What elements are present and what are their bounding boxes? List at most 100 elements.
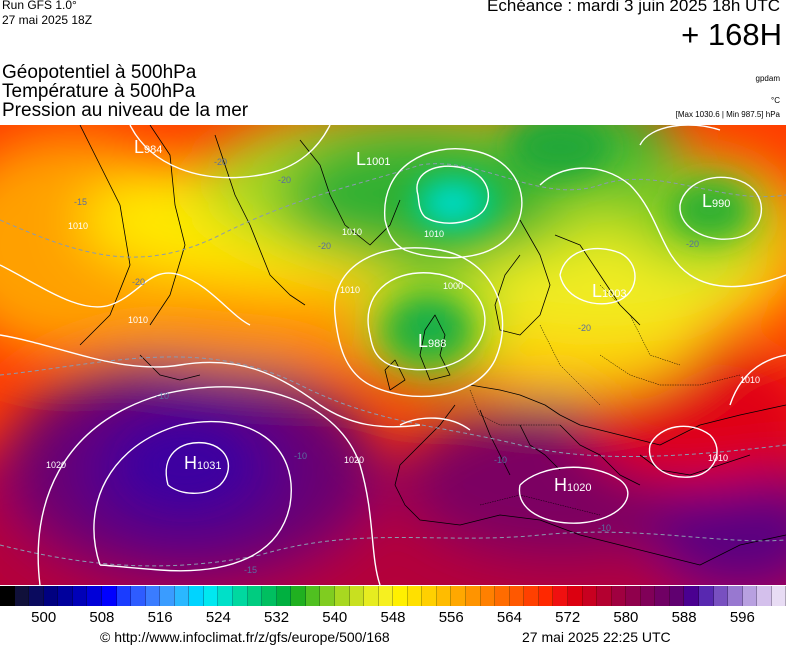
color-swatch <box>29 586 44 606</box>
color-swatch <box>495 586 510 606</box>
color-scale-tick-label: 556 <box>438 609 464 626</box>
color-scale-tick-label: 596 <box>729 609 755 626</box>
color-scale-tick-label: 548 <box>380 609 406 626</box>
color-swatch <box>669 586 685 606</box>
color-scale-tick-label: 516 <box>147 609 173 626</box>
color-scale-tick-label: 524 <box>205 609 231 626</box>
isobars <box>0 125 786 585</box>
unit-label-gpdam: gpdam <box>755 74 780 83</box>
high-center-marker: H1031 <box>184 453 221 473</box>
isobar-label: 1010 <box>424 229 444 239</box>
isotherm-label: -20 <box>318 241 331 251</box>
color-swatch <box>451 586 466 606</box>
run-date: 27 mai 2025 18Z <box>2 13 93 27</box>
color-swatch <box>436 586 452 606</box>
generation-date: 27 mai 2025 22:25 UTC <box>522 629 671 645</box>
isotherm-label: -10 <box>294 451 307 461</box>
color-swatch <box>247 586 263 606</box>
map-title-temperature: Température à 500hPa <box>2 81 196 102</box>
color-swatch <box>626 586 641 606</box>
color-swatch <box>567 586 583 606</box>
isotherm-label: -10 <box>156 391 169 401</box>
color-swatch <box>0 586 15 606</box>
color-swatch <box>218 586 233 606</box>
isobar-label: 1010 <box>342 227 362 237</box>
isotherm-label: -20 <box>278 175 291 185</box>
color-swatch <box>43 586 59 606</box>
isobar-label: 1010 <box>740 375 760 385</box>
color-scale <box>0 586 786 606</box>
isotherm-label: -15 <box>244 565 257 575</box>
color-swatch <box>349 586 365 606</box>
color-swatch <box>131 586 146 606</box>
isobar-label: 1020 <box>344 455 364 465</box>
color-swatch <box>291 586 306 606</box>
isotherm-label: -10 <box>494 455 507 465</box>
run-label: Run GFS 1.0° <box>2 0 77 12</box>
color-swatch <box>655 586 670 606</box>
color-swatch <box>611 586 627 606</box>
color-swatch <box>378 586 394 606</box>
low-center-marker: L988 <box>418 331 446 351</box>
isotherm-label: -10 <box>598 523 611 533</box>
country-borders <box>469 284 741 516</box>
map-title-pressure: Pression au niveau de la mer <box>2 100 249 121</box>
forecast-valid-time: Echéance : mardi 3 juin 2025 18h UTC <box>487 0 780 15</box>
color-swatch <box>771 586 786 606</box>
color-swatch <box>189 586 204 606</box>
color-scale-tick-label: 508 <box>89 609 115 626</box>
color-swatch <box>582 586 598 606</box>
high-center-marker: H1020 <box>554 475 591 495</box>
color-swatch <box>72 586 88 606</box>
color-swatch <box>466 586 481 606</box>
isobar-label: 1000 <box>443 281 463 291</box>
color-swatch <box>233 586 248 606</box>
color-swatch <box>524 586 539 606</box>
color-swatch <box>742 586 758 606</box>
isotherm-label: -20 <box>686 239 699 249</box>
color-swatch <box>262 586 277 606</box>
isotherm-label: -15 <box>74 197 87 207</box>
color-scale-tick-label: 500 <box>31 609 57 626</box>
geopotential-field <box>0 125 786 585</box>
color-swatch <box>757 586 772 606</box>
color-swatch <box>597 586 612 606</box>
color-swatch <box>407 586 423 606</box>
color-swatch <box>101 586 117 606</box>
color-swatch <box>553 586 568 606</box>
low-center-marker: L1003 <box>592 281 627 301</box>
color-swatch <box>422 586 437 606</box>
color-swatch <box>334 586 350 606</box>
isobar-label: 1020 <box>46 460 66 470</box>
color-swatch <box>640 586 656 606</box>
color-swatch <box>364 586 379 606</box>
isobar-label: 1010 <box>340 285 360 295</box>
color-scale-ticks: 5005085165245325405485565645725805885966… <box>0 609 786 629</box>
color-scale-tick-label: 540 <box>322 609 348 626</box>
color-swatch <box>87 586 102 606</box>
color-swatch <box>699 586 714 606</box>
color-swatch <box>393 586 408 606</box>
color-scale-tick-label: 532 <box>264 609 290 626</box>
color-swatch <box>160 586 175 606</box>
color-scale-tick-label: 588 <box>671 609 697 626</box>
color-swatch <box>116 586 132 606</box>
isobar-label: 1010 <box>68 221 88 231</box>
isotherm-label: -20 <box>214 157 227 167</box>
isotherm-label: -20 <box>132 277 145 287</box>
isotherm-label: -20 <box>578 323 591 333</box>
low-center-marker: L1001 <box>356 149 391 169</box>
color-swatch <box>14 586 30 606</box>
pressure-range: [Max 1030.6 | Min 987.5] hPa <box>675 110 780 119</box>
forecast-horizon: + 168H <box>681 17 782 52</box>
color-swatch <box>684 586 699 606</box>
color-scale-tick-label: 564 <box>496 609 522 626</box>
coastlines <box>79 125 786 566</box>
isobar-label: 1010 <box>708 453 728 463</box>
color-swatch <box>480 586 496 606</box>
source-credit: © http://www.infoclimat.fr/z/gfs/europe/… <box>100 629 390 645</box>
color-scale-tick-label: 572 <box>555 609 581 626</box>
color-scale-tick-label: 580 <box>613 609 639 626</box>
color-swatch <box>713 586 729 606</box>
color-swatch <box>145 586 161 606</box>
